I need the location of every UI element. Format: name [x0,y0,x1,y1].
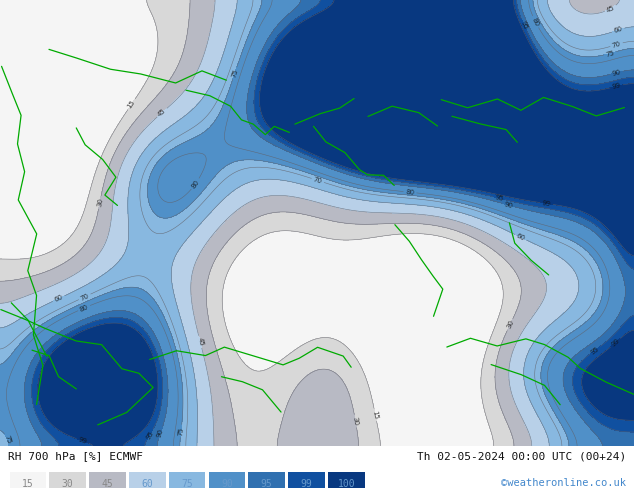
Text: 60: 60 [613,26,623,34]
Text: 99: 99 [610,338,621,348]
Text: 100: 100 [337,479,355,489]
Text: ©weatheronline.co.uk: ©weatheronline.co.uk [501,478,626,488]
Text: 99: 99 [301,479,313,489]
Text: 80: 80 [531,17,540,27]
Bar [209,472,245,488]
Text: 95: 95 [145,429,155,440]
Text: 90: 90 [611,69,621,77]
Text: 95: 95 [519,20,529,30]
Text: Th 02-05-2024 00:00 UTC (00+24): Th 02-05-2024 00:00 UTC (00+24) [417,451,626,461]
Text: 95: 95 [590,345,600,355]
Bar [49,472,86,488]
Text: 60: 60 [141,479,153,489]
Bar [129,472,165,488]
Text: 30: 30 [61,479,74,489]
Polygon shape [0,334,139,446]
Bar [249,472,285,488]
Polygon shape [520,384,634,446]
Text: 95: 95 [494,194,504,202]
Text: 15: 15 [127,99,136,110]
Text: 99: 99 [611,82,621,90]
Text: 90: 90 [503,201,514,209]
Bar [169,472,205,488]
Text: 75: 75 [231,68,239,78]
Text: 70: 70 [79,292,90,301]
Text: 99: 99 [77,437,88,445]
Bar [10,472,46,488]
Text: 70: 70 [611,41,622,49]
Text: 75: 75 [3,435,12,445]
Bar [328,472,365,488]
Bar [288,472,325,488]
Text: 90: 90 [221,479,233,489]
Polygon shape [241,401,330,446]
Text: RH 700 hPa [%] ECMWF: RH 700 hPa [%] ECMWF [8,451,143,461]
Text: 30: 30 [352,416,359,426]
Text: 15: 15 [22,479,34,489]
Text: 75: 75 [605,49,615,57]
Text: 30: 30 [505,319,515,330]
Text: 99: 99 [541,200,552,207]
Text: 45: 45 [157,107,167,118]
Text: 95: 95 [261,479,273,489]
Text: 80: 80 [405,189,415,196]
Text: 45: 45 [605,4,616,13]
Text: 60: 60 [515,233,526,242]
Text: 80: 80 [79,303,89,313]
Bar [89,472,126,488]
Text: 75: 75 [181,479,193,489]
Text: 45: 45 [101,479,113,489]
Text: 90: 90 [156,427,165,438]
Text: 70: 70 [313,176,323,185]
Text: 80: 80 [190,178,200,189]
Text: 75: 75 [178,426,184,436]
Text: 45: 45 [197,337,204,347]
Text: 60: 60 [53,294,64,303]
Text: 15: 15 [372,410,379,420]
Text: 30: 30 [96,197,104,207]
